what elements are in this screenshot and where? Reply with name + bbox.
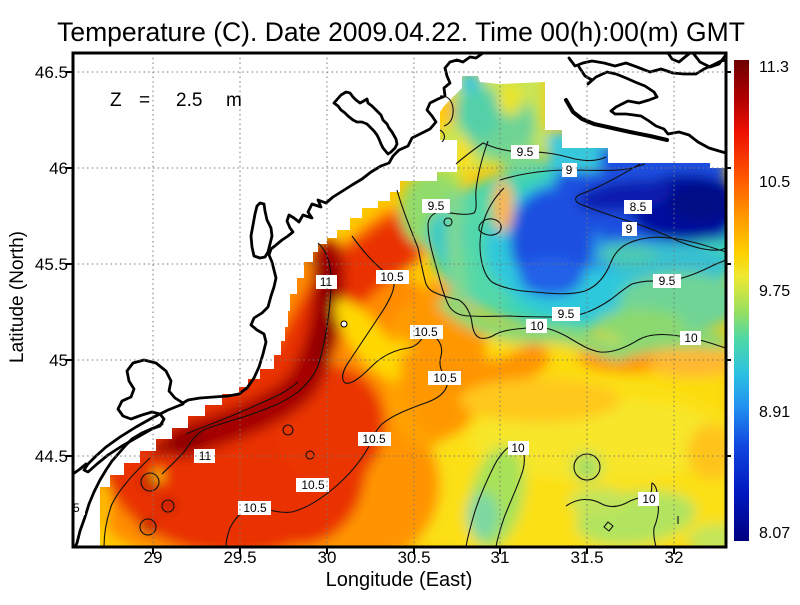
svg-text:11.3: 11.3 [759,59,789,76]
svg-text:9: 9 [626,222,633,236]
svg-text:46.5: 46.5 [35,63,68,82]
svg-text:10.5: 10.5 [380,270,404,284]
svg-text:8.07: 8.07 [759,525,790,542]
svg-text:30.5: 30.5 [397,548,430,567]
svg-text:44.5: 44.5 [35,447,68,466]
svg-text:9: 9 [566,163,573,177]
svg-text:45.5: 45.5 [35,255,68,274]
svg-text:9.5: 9.5 [517,145,534,159]
svg-text:10: 10 [530,319,544,333]
svg-text:9.5: 9.5 [428,199,445,213]
svg-text:Z=2.5m: Z = 2.5 m [110,90,242,111]
svg-text:9.75: 9.75 [759,283,790,300]
svg-text:29: 29 [144,548,163,567]
svg-text:10.5: 10.5 [362,432,386,446]
svg-text:10: 10 [642,492,656,506]
svg-text:Temperature (C). Date 2009.04.: Temperature (C). Date 2009.04.22. Time 0… [57,17,745,47]
svg-text:45: 45 [49,351,68,370]
svg-text:29.5: 29.5 [223,548,256,567]
svg-text:30: 30 [318,548,337,567]
svg-text:9.5: 9.5 [659,274,676,288]
svg-text:10.5: 10.5 [301,478,325,492]
svg-text:32: 32 [665,548,684,567]
svg-text:10: 10 [511,441,525,455]
svg-text:9.5: 9.5 [558,307,575,321]
svg-text:8.91: 8.91 [759,404,790,421]
svg-text:31: 31 [491,548,510,567]
svg-text:10.5: 10.5 [56,501,80,515]
svg-text:8.5: 8.5 [630,200,647,214]
svg-text:10.5: 10.5 [243,501,267,515]
svg-text:10: 10 [684,331,698,345]
svg-text:Longitude (East): Longitude (East) [326,569,473,591]
svg-text:10.5: 10.5 [433,371,457,385]
svg-text:10.5: 10.5 [414,325,438,339]
svg-text:31.5: 31.5 [570,548,603,567]
svg-text:11: 11 [320,275,333,289]
svg-text:46: 46 [49,159,68,178]
svg-text:Latitude (North): Latitude (North) [7,231,28,363]
svg-text:10.5: 10.5 [759,174,790,191]
